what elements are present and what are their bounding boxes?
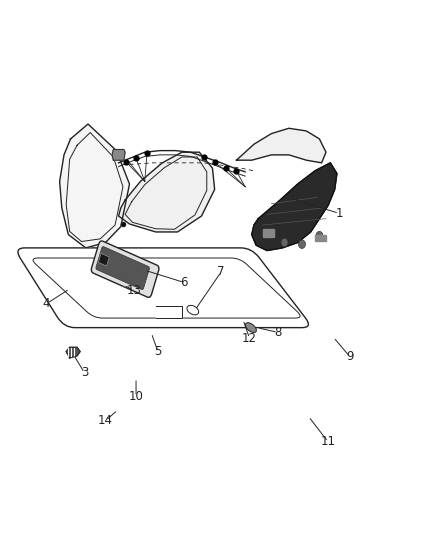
Text: 5: 5 [154, 345, 162, 358]
Circle shape [281, 238, 288, 247]
FancyBboxPatch shape [96, 247, 149, 289]
Text: 13: 13 [127, 284, 141, 297]
PathPatch shape [18, 248, 308, 328]
Polygon shape [66, 348, 80, 358]
Text: 7: 7 [217, 265, 225, 278]
Polygon shape [119, 152, 215, 232]
FancyBboxPatch shape [99, 253, 109, 266]
Text: 1: 1 [336, 207, 343, 220]
Text: 14: 14 [98, 414, 113, 427]
Text: 6: 6 [180, 276, 188, 289]
Text: 4: 4 [43, 297, 50, 310]
Circle shape [298, 240, 305, 248]
Polygon shape [155, 306, 182, 318]
Polygon shape [60, 124, 130, 248]
Text: 9: 9 [346, 350, 354, 364]
Polygon shape [112, 150, 125, 160]
Text: 8: 8 [274, 326, 282, 339]
Text: 10: 10 [129, 390, 144, 403]
Polygon shape [263, 229, 274, 237]
Text: 3: 3 [81, 366, 88, 379]
FancyBboxPatch shape [91, 241, 159, 297]
Circle shape [316, 231, 323, 240]
Text: 11: 11 [321, 435, 336, 448]
Polygon shape [315, 235, 326, 241]
Ellipse shape [245, 322, 256, 333]
Text: 12: 12 [242, 332, 257, 345]
Polygon shape [252, 163, 337, 251]
Polygon shape [237, 128, 326, 163]
